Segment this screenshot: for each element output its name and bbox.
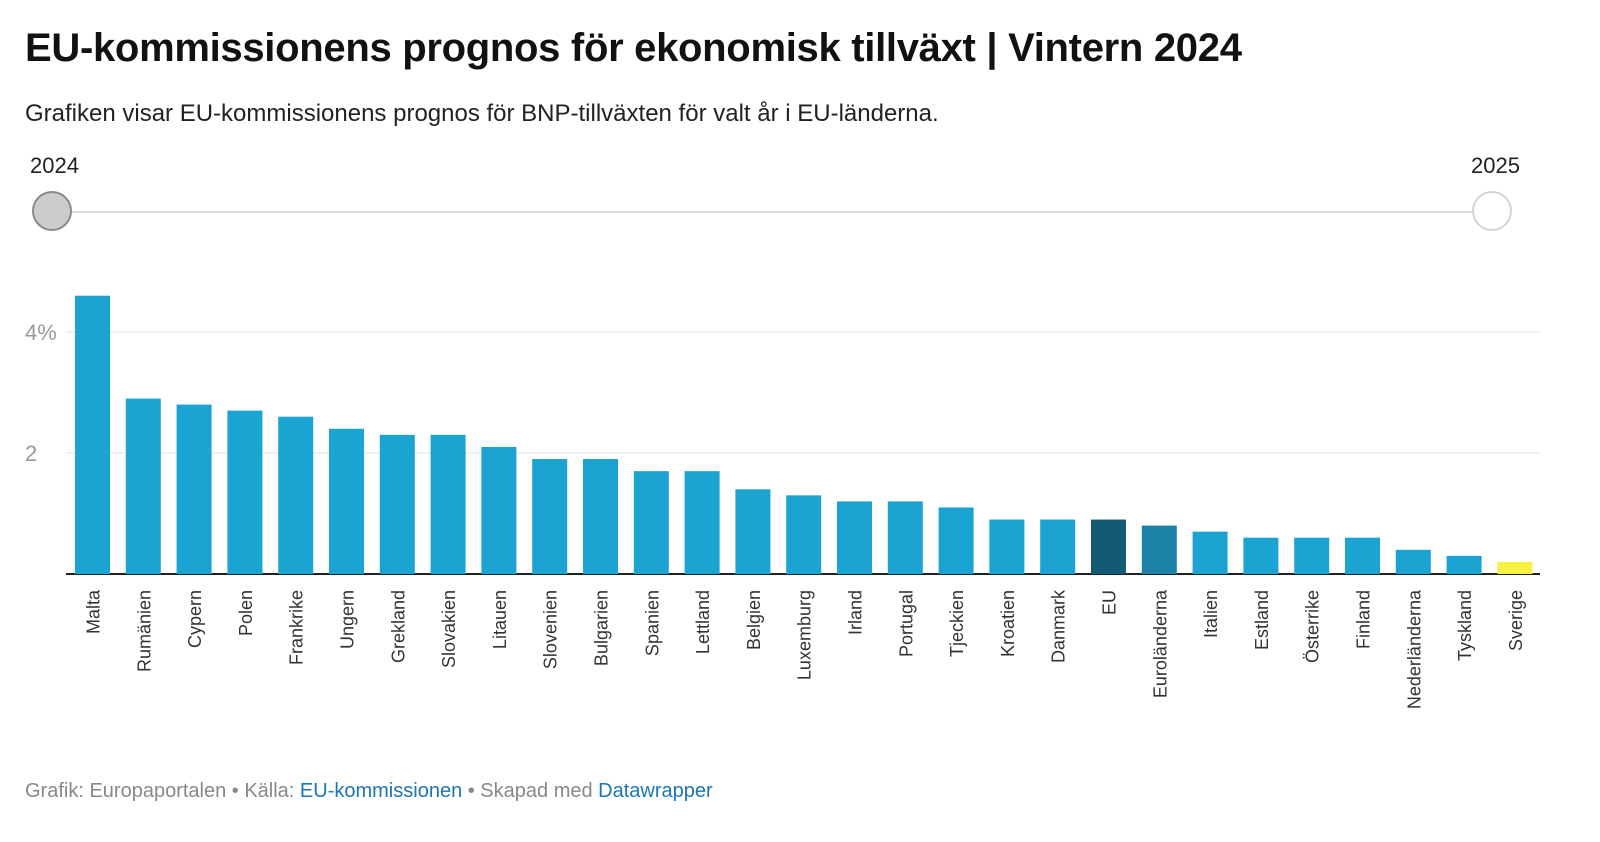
bar [1141, 525, 1177, 574]
category-label: EU [1100, 590, 1120, 615]
y-tick-label: 4% [25, 320, 57, 345]
datawrapper-link[interactable]: Datawrapper [598, 780, 713, 802]
category-label: Rumänien [134, 590, 154, 672]
footer-credits: Grafik: Europaportalen • Källa: EU-kommi… [25, 780, 713, 803]
slider-label-2024: 2024 [30, 153, 79, 178]
category-label: Portugal [896, 590, 916, 657]
bar [176, 404, 212, 574]
category-label: Cypern [185, 590, 205, 648]
category-label: Ungern [338, 590, 358, 649]
slider-label-2025: 2025 [1471, 153, 1520, 178]
slider-knob-2024[interactable] [32, 191, 72, 231]
category-label: Österrike [1303, 590, 1323, 663]
bar [379, 434, 415, 574]
y-tick-label: 2 [25, 441, 37, 466]
category-label: Irland [846, 590, 866, 635]
category-label: Kroatien [998, 590, 1018, 657]
bar [1040, 519, 1076, 574]
category-label: Bulgarien [592, 590, 612, 666]
bar [1192, 531, 1228, 574]
bar [837, 501, 872, 574]
category-label: Malta [84, 589, 104, 634]
category-label: Grekland [388, 590, 408, 663]
bar [75, 295, 110, 574]
bars [75, 295, 1533, 574]
bar [633, 471, 669, 574]
slider-knob-2025[interactable] [1472, 191, 1512, 231]
category-label: Lettland [693, 590, 713, 654]
bar [684, 471, 720, 574]
bar [430, 434, 466, 574]
bar [125, 398, 161, 574]
category-label: Euroländerna [1150, 589, 1170, 698]
category-label: Belgien [744, 590, 764, 650]
bar [1497, 561, 1533, 574]
bar [329, 428, 364, 574]
category-label: Slovakien [439, 590, 459, 668]
category-label: Tyskland [1455, 590, 1475, 661]
category-label: Litauen [490, 590, 510, 649]
footer-middle: • Skapad med [462, 780, 599, 802]
bar [1446, 555, 1482, 574]
bar-chart: 2 4% Malta Rumänien Cypern Polen Frankrike Ung… [25, 295, 1540, 709]
bar [1294, 537, 1330, 574]
category-labels: Malta Rumänien Cypern Polen Frankrike Ungern G… [84, 589, 1526, 709]
bar [938, 507, 974, 574]
category-label: Sverige [1506, 590, 1526, 651]
category-label: Danmark [1049, 589, 1069, 663]
category-label: Estland [1252, 590, 1272, 650]
bar [481, 446, 517, 574]
bar [1345, 537, 1380, 574]
bar [532, 459, 568, 574]
bar [887, 501, 923, 574]
category-label: Italien [1201, 590, 1221, 638]
category-label: Luxemburg [795, 590, 815, 680]
bar [786, 495, 822, 574]
category-label: Polen [236, 590, 256, 636]
category-label: Spanien [642, 590, 662, 656]
chart-title: EU-kommissionens prognos för ekonomisk t… [25, 26, 1242, 70]
bar [1243, 537, 1279, 574]
category-label: Slovenien [541, 590, 561, 669]
footer-prefix: Grafik: Europaportalen • Källa: [25, 780, 300, 802]
category-label: Tjeckien [947, 590, 967, 657]
bar [1395, 549, 1431, 574]
slider-track[interactable] [52, 211, 1492, 213]
bar [1091, 519, 1126, 574]
category-label: Frankrike [287, 590, 307, 665]
chart-subtitle: Grafiken visar EU-kommissionens prognos … [25, 100, 939, 127]
category-label: Finland [1354, 590, 1374, 649]
bar [735, 489, 771, 574]
bar [583, 459, 618, 574]
bar [227, 410, 263, 574]
source-link[interactable]: EU-kommissionen [299, 780, 463, 802]
bar [989, 519, 1025, 574]
bar [278, 416, 314, 574]
category-label: Nederländerna [1404, 589, 1424, 709]
